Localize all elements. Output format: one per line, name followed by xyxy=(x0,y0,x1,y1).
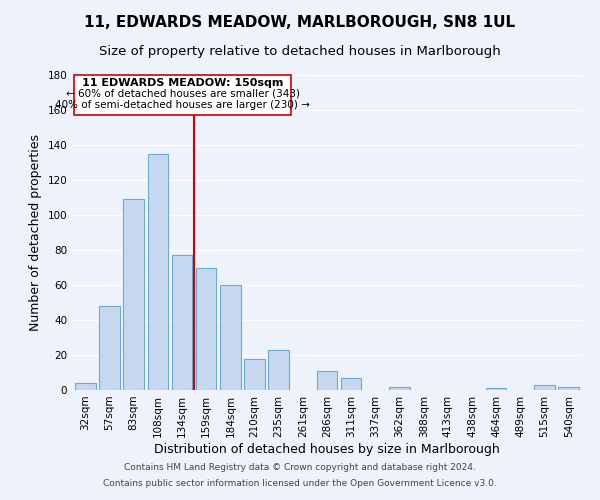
Bar xyxy=(172,255,192,390)
Bar xyxy=(389,386,410,390)
Text: Size of property relative to detached houses in Marlborough: Size of property relative to detached ho… xyxy=(99,45,501,58)
Y-axis label: Number of detached properties: Number of detached properties xyxy=(29,134,42,331)
Bar xyxy=(244,358,265,390)
Bar xyxy=(148,154,168,390)
Bar xyxy=(99,306,120,390)
Bar xyxy=(220,285,241,390)
Bar xyxy=(534,385,555,390)
Text: 11, EDWARDS MEADOW, MARLBOROUGH, SN8 1UL: 11, EDWARDS MEADOW, MARLBOROUGH, SN8 1UL xyxy=(85,15,515,30)
Text: Contains HM Land Registry data © Crown copyright and database right 2024.: Contains HM Land Registry data © Crown c… xyxy=(124,464,476,472)
Bar xyxy=(486,388,506,390)
Bar xyxy=(124,199,144,390)
Text: 11 EDWARDS MEADOW: 150sqm: 11 EDWARDS MEADOW: 150sqm xyxy=(82,78,283,88)
Bar xyxy=(559,386,579,390)
Text: ← 60% of detached houses are smaller (343): ← 60% of detached houses are smaller (34… xyxy=(65,89,299,99)
Text: 40% of semi-detached houses are larger (230) →: 40% of semi-detached houses are larger (… xyxy=(55,100,310,110)
Bar xyxy=(74,75,291,116)
Bar xyxy=(317,371,337,390)
Bar xyxy=(196,268,217,390)
Bar xyxy=(341,378,361,390)
X-axis label: Distribution of detached houses by size in Marlborough: Distribution of detached houses by size … xyxy=(154,442,500,456)
Bar xyxy=(268,350,289,390)
Text: Contains public sector information licensed under the Open Government Licence v3: Contains public sector information licen… xyxy=(103,478,497,488)
Bar xyxy=(75,383,95,390)
